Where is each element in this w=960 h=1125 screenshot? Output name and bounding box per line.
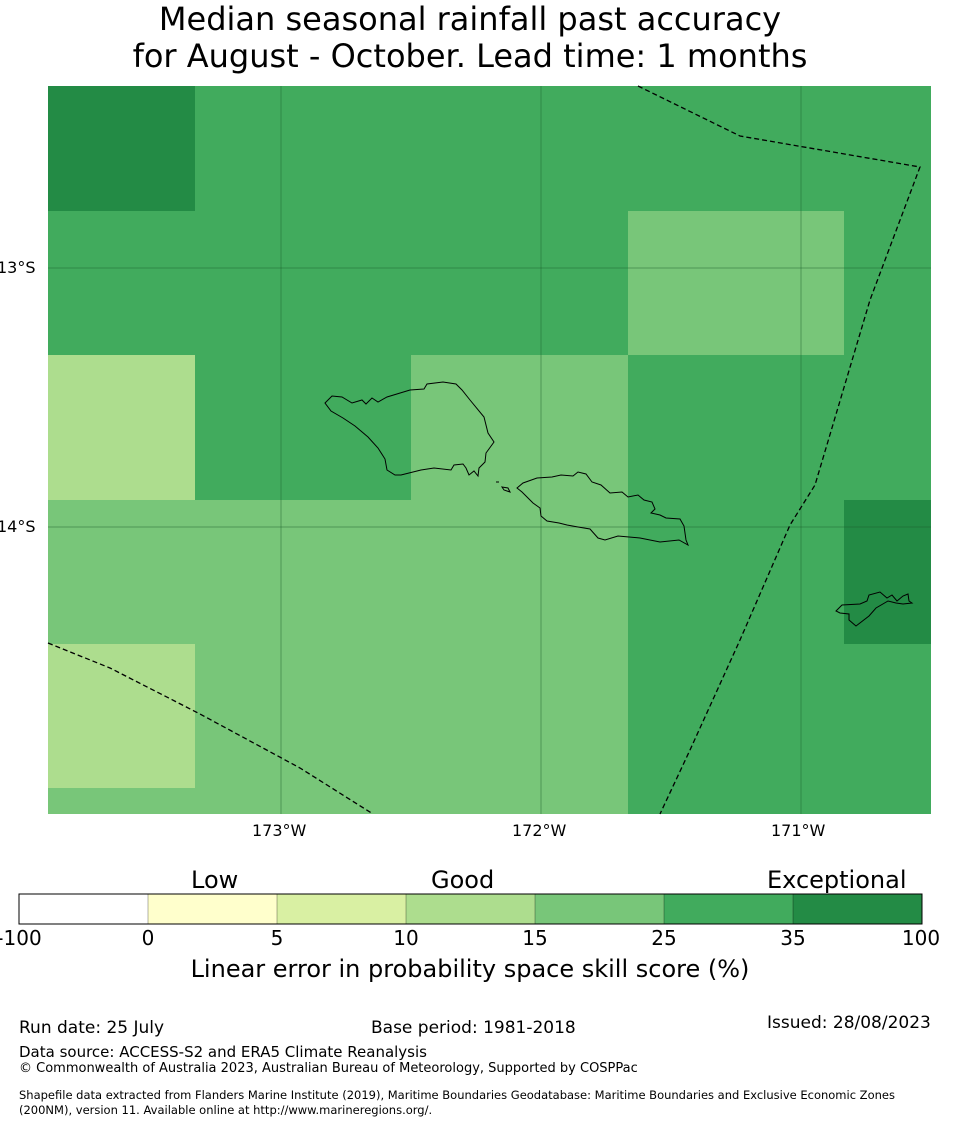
legend-tick: -100	[0, 926, 42, 950]
legend-category-good: Good	[431, 866, 495, 894]
run-date: Run date: 25 July	[19, 1018, 165, 1038]
grid-cell	[48, 86, 195, 211]
eez-boundaries	[47, 85, 921, 815]
legend-tick: 5	[270, 926, 284, 950]
lat-label-14s: 14°S	[0, 517, 36, 536]
legend-tick: 35	[780, 926, 806, 950]
skill-grid	[48, 86, 931, 814]
legend-tick: 25	[651, 926, 677, 950]
lon-label-171w: 171°W	[771, 821, 826, 840]
color-bar-segment	[148, 894, 277, 924]
grid-cell	[844, 500, 931, 644]
lon-label-173w: 173°W	[252, 821, 307, 840]
legend-category-low: Low	[191, 866, 239, 894]
legend-tick: 15	[522, 926, 548, 950]
map-plot	[47, 85, 931, 815]
color-bar-segment	[406, 894, 535, 924]
legend-tick: 0	[141, 926, 155, 950]
color-bar-segment	[793, 894, 922, 924]
grid-cell	[48, 644, 195, 788]
color-bar-frame	[18, 893, 923, 925]
color-bar-segment	[535, 894, 664, 924]
copyright-notice: © Commonwealth of Australia 2023, Austra…	[19, 1061, 638, 1076]
map-title-line-2: for August - October. Lead time: 1 month…	[132, 37, 808, 75]
eez-boundary-line	[637, 85, 921, 815]
manono-islet	[500, 486, 511, 493]
legend-title: Linear error in probability space skill …	[190, 955, 750, 983]
savaii-island-outline	[324, 381, 495, 478]
grid-cell	[628, 211, 844, 355]
map-title-line-1: Median seasonal rainfall past accuracy	[158, 0, 782, 38]
legend-category-exceptional: Exceptional	[767, 866, 907, 894]
issued-date: Issued: 28/08/2023	[767, 1013, 931, 1033]
lat-label-13s: 13°S	[0, 258, 36, 277]
color-bar-segment	[277, 894, 406, 924]
base-period: Base period: 1981-2018	[371, 1018, 576, 1038]
upolu-island-outline	[516, 471, 689, 547]
coastlines	[324, 381, 914, 627]
tutuila-island-outline	[835, 591, 914, 627]
legend-tick: 100	[901, 926, 941, 950]
color-bar-segment	[664, 894, 793, 924]
graticule	[48, 86, 931, 814]
grid-cell	[411, 355, 628, 500]
shapefile-credit-line-2: (200NM), version 11. Available online at…	[19, 1103, 433, 1117]
data-source: Data source: ACCESS-S2 and ERA5 Climate …	[19, 1043, 427, 1061]
shapefile-credit-line-1: Shapefile data extracted from Flanders M…	[19, 1088, 895, 1102]
color-bar	[18, 893, 923, 925]
grid-cell	[48, 355, 195, 500]
lon-label-172w: 172°W	[512, 821, 567, 840]
legend-tick: 10	[393, 926, 419, 950]
color-bar-segment	[19, 894, 148, 924]
eez-boundary-line	[47, 642, 374, 815]
